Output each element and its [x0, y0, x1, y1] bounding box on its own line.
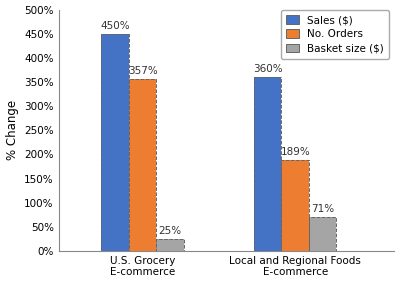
- Y-axis label: % Change: % Change: [6, 100, 18, 160]
- Text: 360%: 360%: [253, 64, 282, 74]
- Bar: [309, 217, 336, 251]
- Bar: [254, 77, 282, 251]
- Text: 450%: 450%: [100, 21, 130, 31]
- Bar: [129, 79, 156, 251]
- Text: 25%: 25%: [158, 226, 182, 236]
- Bar: [101, 34, 129, 251]
- Bar: [129, 79, 156, 251]
- Text: 71%: 71%: [311, 204, 334, 214]
- Bar: [156, 239, 184, 251]
- Bar: [101, 34, 129, 251]
- Bar: [254, 77, 282, 251]
- Bar: [309, 217, 336, 251]
- Text: 357%: 357%: [128, 66, 158, 76]
- Bar: [282, 160, 309, 251]
- Bar: [156, 239, 184, 251]
- Legend: Sales ($), No. Orders, Basket size ($): Sales ($), No. Orders, Basket size ($): [281, 10, 389, 59]
- Text: 189%: 189%: [280, 147, 310, 157]
- Bar: [282, 160, 309, 251]
